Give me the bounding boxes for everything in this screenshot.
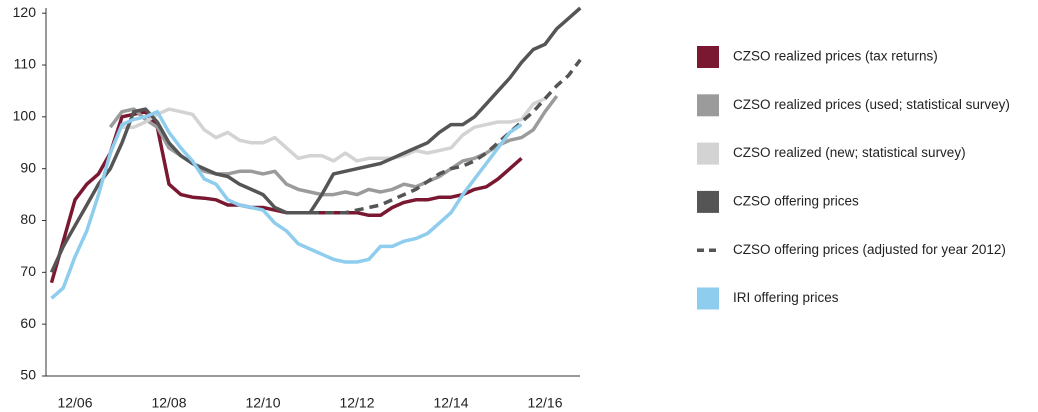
legend-swatch	[697, 94, 719, 117]
legend-label: CZSO offering prices	[733, 193, 859, 208]
series-line	[310, 58, 582, 215]
series-line	[50, 109, 523, 300]
legend-label: CZSO realized prices (used; statistical …	[733, 97, 1010, 112]
x-tick-label: 12/08	[151, 395, 186, 411]
y-tick-label: 60	[20, 315, 36, 331]
series-line	[49, 109, 523, 284]
series-line	[49, 6, 582, 274]
x-tick-label: 12/16	[527, 395, 562, 411]
legend-label: IRI offering prices	[733, 290, 839, 305]
y-tick-label: 120	[13, 4, 37, 20]
legend-swatch	[697, 142, 719, 165]
x-tick-label: 12/14	[433, 395, 468, 411]
legend-swatch	[697, 287, 719, 310]
legend-label: CZSO realized (new; statistical survey)	[733, 145, 966, 160]
x-tick-label: 12/10	[245, 395, 280, 411]
legend-swatch	[697, 190, 719, 213]
legend-swatch	[697, 46, 719, 68]
legend: CZSO realized prices (tax returns) CZSO r…	[697, 46, 1010, 310]
y-tick-label: 50	[20, 367, 36, 383]
x-tick-label: 12/12	[339, 395, 374, 411]
y-tick-label: 100	[13, 108, 37, 124]
series-line	[122, 97, 546, 163]
legend-label: CZSO realized prices (tax returns)	[733, 49, 938, 64]
plot-area: 50 60 70 80 90 100 110 120 12/06 12/08 12/10 12/12 1…	[13, 4, 582, 411]
y-tick-label: 80	[20, 211, 36, 227]
x-tick-label: 12/06	[57, 395, 92, 411]
y-tick-label: 90	[20, 159, 36, 175]
y-tick-label: 70	[20, 263, 36, 279]
y-tick-label: 110	[14, 56, 37, 72]
legend-label: CZSO offering prices (adjusted for year …	[733, 242, 1006, 257]
